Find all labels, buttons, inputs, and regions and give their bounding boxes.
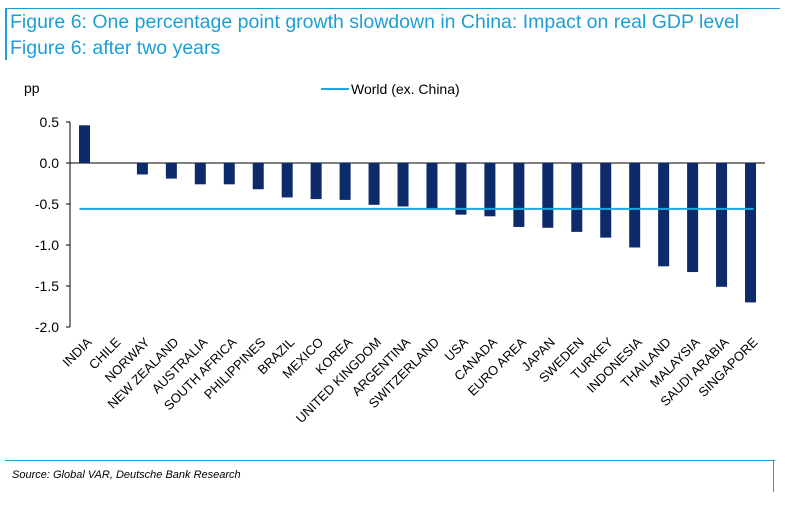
- y-axis: 0.5 0.0 -0.5 -1.0 -1.5 -2.0 pp: [24, 80, 765, 335]
- bar: [223, 163, 235, 185]
- bar: [368, 163, 380, 205]
- bar: [252, 163, 264, 190]
- bar: [310, 163, 322, 200]
- bar: [339, 163, 351, 200]
- bar: [484, 163, 496, 217]
- bars: [78, 125, 757, 303]
- y-tick-label: -0.5: [35, 196, 59, 212]
- bar: [455, 163, 467, 215]
- bar: [687, 163, 699, 273]
- title-rule-top: [5, 8, 780, 9]
- bar: [194, 163, 206, 185]
- bar: [745, 163, 757, 303]
- y-tick-label: 0.5: [40, 114, 60, 130]
- bar: [629, 163, 641, 248]
- legend: World (ex. China): [321, 81, 460, 97]
- y-tick-label: -1.5: [35, 278, 59, 294]
- y-axis-label: pp: [24, 80, 40, 96]
- bar: [165, 163, 177, 179]
- bar: [78, 125, 90, 163]
- bar: [571, 163, 583, 232]
- bar: [716, 163, 728, 287]
- source-rule-top: [5, 460, 775, 461]
- chart-title: Figure 6: One percentage point growth sl…: [10, 11, 740, 59]
- y-tick-label: -1.0: [35, 237, 59, 253]
- bar: [658, 163, 670, 267]
- bar: [281, 163, 293, 198]
- y-tick-label: 0.0: [40, 155, 60, 171]
- bar: [542, 163, 554, 228]
- bar: [397, 163, 409, 207]
- bar: [426, 163, 438, 209]
- source-rule-right: [773, 460, 774, 492]
- title-rule-left: [5, 8, 7, 60]
- legend-label-world: World (ex. China): [351, 81, 460, 97]
- bar: [136, 163, 148, 175]
- bar: [513, 163, 525, 227]
- source-note: Source: Global VAR, Deutsche Bank Resear…: [12, 469, 241, 481]
- bar: [600, 163, 612, 238]
- y-tick-label: -2.0: [35, 319, 59, 335]
